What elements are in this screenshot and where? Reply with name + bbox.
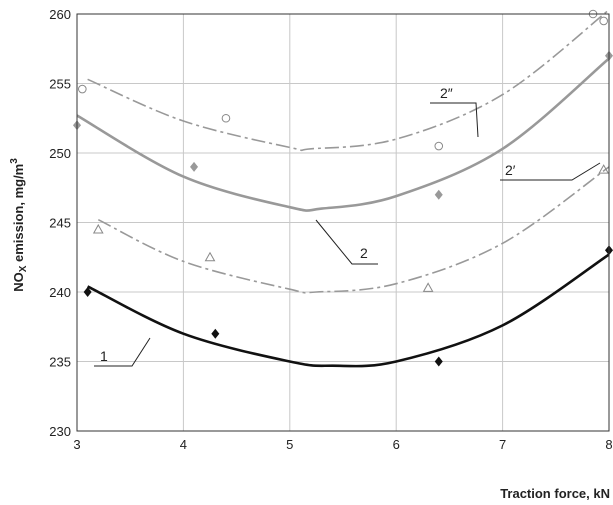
y-axis-title: NOX emission, mg/m3 — [9, 158, 29, 292]
data-point-series-3 — [598, 164, 610, 174]
y-tick-label: 240 — [49, 285, 71, 300]
leader-curve-2 — [315, 219, 378, 265]
data-point-series-4 — [78, 84, 87, 94]
data-point-series-3 — [204, 251, 216, 262]
data-point-series-2 — [190, 161, 199, 172]
fit-curve-1 — [87, 253, 610, 368]
data-point-series-1 — [83, 287, 92, 297]
data-points — [73, 9, 613, 367]
data-point-series-3 — [422, 282, 434, 292]
fit-curves — [76, 9, 610, 368]
data-point-series-3 — [92, 223, 104, 234]
plot-frame — [76, 13, 610, 432]
label-curve-1: 1 — [100, 348, 108, 364]
x-tick-label: 7 — [499, 437, 506, 452]
x-tick-label: 5 — [286, 437, 293, 452]
label-curve-2: 2 — [360, 245, 368, 261]
label-curve-2-double-prime: 2″ — [440, 85, 453, 101]
y-tick-label: 260 — [49, 7, 71, 22]
x-tick-label: 4 — [180, 437, 187, 452]
leader-curve-2-prime — [500, 162, 601, 181]
curve-leaders: 1 2 2′ 2″ — [94, 85, 601, 367]
data-point-series-1 — [434, 356, 443, 367]
data-point-series-4 — [599, 16, 608, 26]
tick-labels: 3 4 5 6 7 8 230 235 240 245 250 255 260 — [49, 7, 612, 452]
data-point-series-4 — [221, 113, 231, 123]
label-curve-2-prime: 2′ — [505, 162, 516, 178]
y-tick-label: 245 — [49, 216, 71, 231]
data-point-series-4 — [434, 141, 444, 151]
leader-curve-2-double-prime — [430, 102, 479, 138]
leader-curve-1 — [94, 337, 151, 367]
y-tick-label: 255 — [49, 77, 71, 92]
x-axis-title: Traction force, kN — [500, 486, 610, 501]
x-tick-label: 8 — [605, 437, 612, 452]
fit-curve-2 — [76, 57, 610, 212]
x-tick-label: 3 — [73, 437, 80, 452]
data-point-series-2 — [434, 189, 443, 200]
y-tick-label: 250 — [49, 146, 71, 161]
y-tick-label: 230 — [49, 424, 71, 439]
x-tick-label: 6 — [393, 437, 400, 452]
fit-curve-4 — [87, 9, 610, 152]
y-tick-label: 235 — [49, 355, 71, 370]
fit-curve-3 — [97, 166, 610, 294]
data-point-series-1 — [211, 328, 220, 339]
